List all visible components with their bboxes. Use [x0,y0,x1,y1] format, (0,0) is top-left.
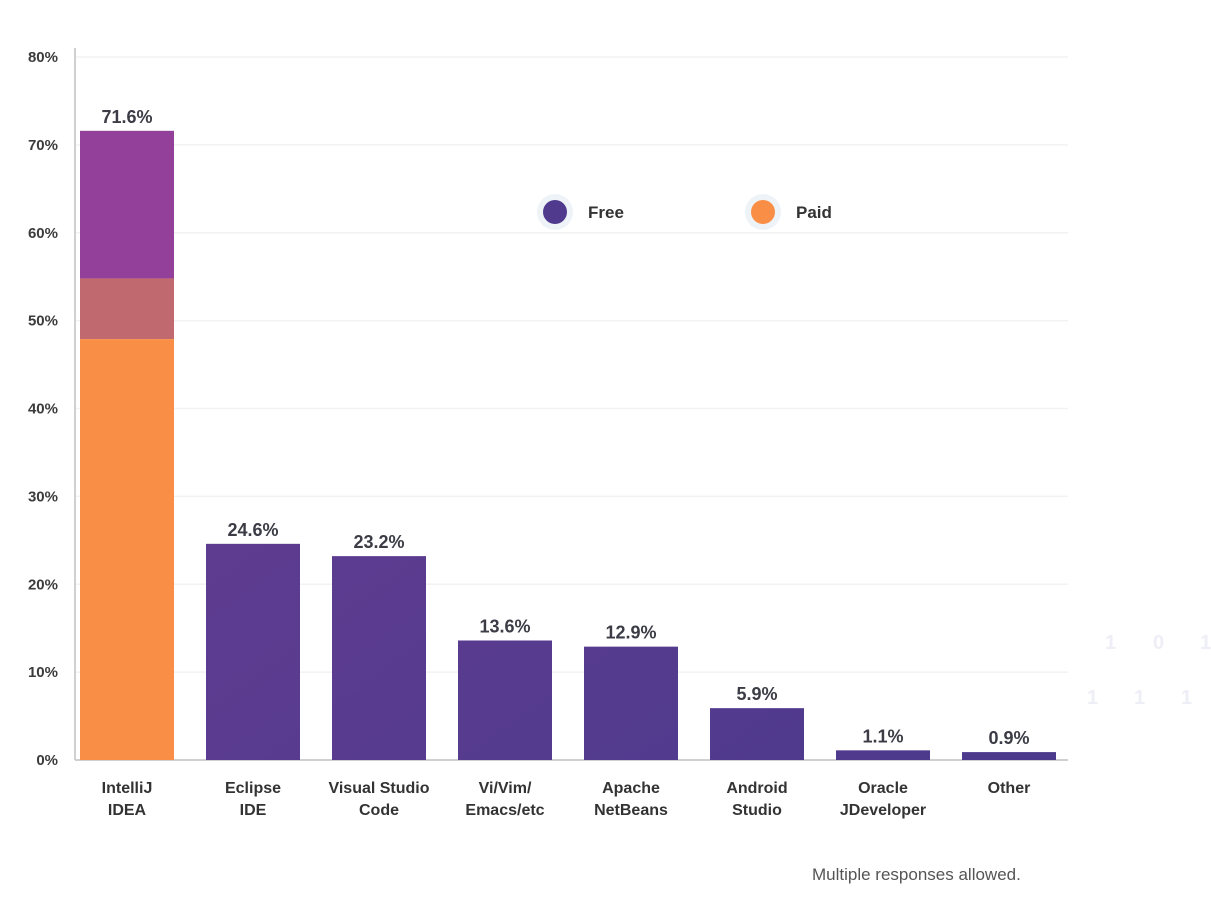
y-tick-label: 30% [28,488,58,505]
x-tick-label: Visual Studio [328,780,429,797]
legend-label: Paid [796,203,832,222]
x-tick-label: Emacs/etc [465,802,544,819]
data-label: 71.6% [101,107,152,127]
y-tick-label: 80% [28,49,58,66]
y-tick-label: 70% [28,137,58,154]
data-label: 13.6% [479,616,530,636]
bar [836,750,930,760]
y-tick-label: 0% [36,752,58,769]
data-label: 0.9% [988,728,1029,748]
x-tick-label: NetBeans [594,802,668,819]
x-tick-label: JDeveloper [840,802,926,819]
watermark-digit: 1 [1200,632,1211,654]
data-label: 1.1% [862,726,903,746]
data-label: 12.9% [605,623,656,643]
watermark-digit: 1 [1181,687,1193,709]
y-tick-label: 40% [28,401,58,418]
bar [458,640,552,760]
x-tick-label: Other [988,780,1031,797]
data-label: 23.2% [353,532,404,552]
x-tick-label: IDEA [108,802,147,819]
x-tick-label: Apache [602,780,660,797]
x-tick-label: Eclipse [225,780,281,797]
data-label: 5.9% [736,684,777,704]
watermark-digit: 1 [1087,687,1099,709]
legend-marker [543,200,567,224]
bar-intellij-paid [80,339,174,760]
y-tick-label: 10% [28,664,58,681]
x-tick-label: Oracle [858,780,908,797]
watermark-digit: 1 [1134,687,1146,709]
y-tick-label: 50% [28,313,58,330]
x-tick-label: Vi/Vim/ [479,780,532,797]
bar [962,752,1056,760]
footnote: Multiple responses allowed. [812,865,1021,884]
x-tick-label: Android [726,780,787,797]
watermark-digit: 1 [1105,632,1117,654]
y-tick-label: 60% [28,225,58,242]
bar [710,708,804,760]
legend-marker [751,200,775,224]
watermark-digit: 0 [1153,632,1165,654]
data-label: 24.6% [227,520,278,540]
bar-intellij-overlap [80,278,174,340]
x-tick-label: Studio [732,802,782,819]
x-tick-label: IDE [240,802,267,819]
bar [206,543,300,760]
y-tick-label: 20% [28,576,58,593]
legend-label: Free [588,203,624,222]
x-tick-label: Code [359,802,399,819]
bar [332,556,426,760]
bar-intellij-free [80,130,174,279]
x-tick-label: IntelliJ [102,780,153,797]
bar [584,646,678,760]
